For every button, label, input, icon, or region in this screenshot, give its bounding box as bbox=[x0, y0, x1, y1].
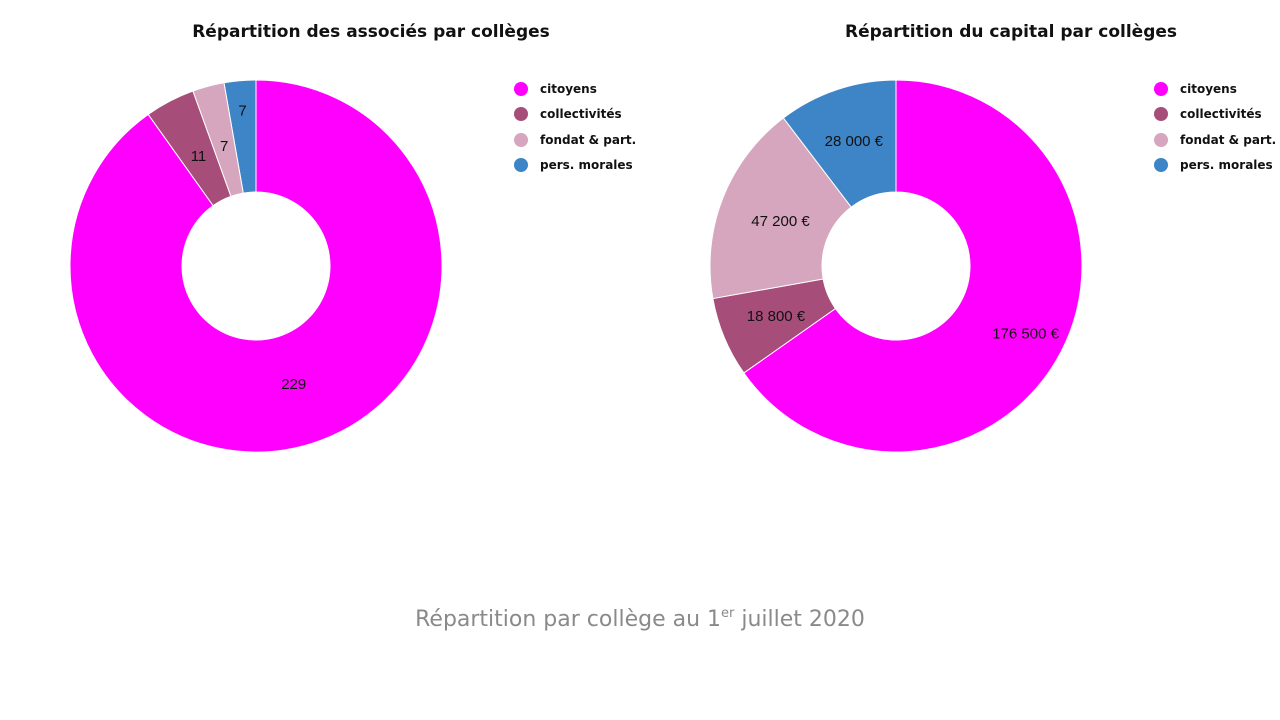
legend-item-collectivites: collectivités bbox=[1154, 102, 1276, 128]
legend-item-citoyens: citoyens bbox=[1154, 76, 1276, 102]
legend-item-fondat: fondat & part. bbox=[1154, 127, 1276, 153]
slice-label-fondat: 7 bbox=[220, 138, 228, 155]
legend-swatch-fondat bbox=[1154, 132, 1168, 147]
legend-capital: citoyens collectivités fondat & part. pe… bbox=[1154, 76, 1276, 178]
legend-swatch-pers-morales bbox=[514, 158, 528, 173]
legend-label-citoyens: citoyens bbox=[1180, 81, 1237, 96]
footer-sup: er bbox=[721, 606, 735, 621]
donut-slice-citoyens bbox=[743, 79, 1083, 453]
slice-label-collectivites: 11 bbox=[191, 148, 207, 165]
legend-swatch-citoyens bbox=[514, 81, 528, 96]
chart-title-capital: Répartition du capital par collèges bbox=[844, 22, 1178, 42]
legend-item-collectivites: collectivités bbox=[514, 102, 636, 128]
legend-item-pers-morales: pers. morales bbox=[1154, 153, 1276, 179]
legend-label-fondat: fondat & part. bbox=[1180, 132, 1277, 147]
slice-label-pers-morales: 28 000 € bbox=[825, 133, 884, 150]
footer-prefix: Répartition par collège au 1 bbox=[415, 607, 722, 632]
donut-slice-pers-morales bbox=[782, 79, 897, 208]
legend-label-pers-morales: pers. morales bbox=[540, 158, 633, 173]
legend-label-collectivites: collectivités bbox=[1180, 107, 1262, 122]
donut-slice-fondat bbox=[709, 117, 852, 300]
slice-label-collectivites: 18 800 € bbox=[747, 308, 806, 325]
donut-slice-citoyens bbox=[69, 79, 443, 453]
legend-swatch-citoyens bbox=[1154, 81, 1168, 96]
legend-label-fondat: fondat & part. bbox=[540, 132, 637, 147]
footer-suffix: juillet 2020 bbox=[734, 607, 865, 632]
legend-item-fondat: fondat & part. bbox=[514, 127, 636, 153]
legend-swatch-pers-morales bbox=[1154, 158, 1168, 173]
legend-swatch-collectivites bbox=[514, 107, 528, 122]
slice-label-pers-morales: 7 bbox=[238, 103, 246, 120]
legend-item-citoyens: citoyens bbox=[514, 76, 636, 102]
legend-swatch-collectivites bbox=[1154, 107, 1168, 122]
legend-label-pers-morales: pers. morales bbox=[1180, 158, 1273, 173]
footer-caption: Répartition par collège au 1er juillet 2… bbox=[0, 606, 1280, 632]
legend-associes: citoyens collectivités fondat & part. pe… bbox=[514, 76, 636, 178]
slice-label-citoyens: 176 500 € bbox=[992, 325, 1059, 342]
donut-slice-collectivites bbox=[147, 90, 232, 207]
legend-item-pers-morales: pers. morales bbox=[514, 153, 636, 179]
legend-swatch-fondat bbox=[514, 132, 528, 147]
legend-label-citoyens: citoyens bbox=[540, 81, 597, 96]
donut-slice-fondat bbox=[192, 82, 244, 198]
slice-label-citoyens: 229 bbox=[281, 376, 306, 393]
legend-label-collectivites: collectivités bbox=[540, 107, 622, 122]
slice-label-fondat: 47 200 € bbox=[751, 213, 810, 230]
chart-title-associes: Répartition des associés par collèges bbox=[192, 22, 550, 42]
